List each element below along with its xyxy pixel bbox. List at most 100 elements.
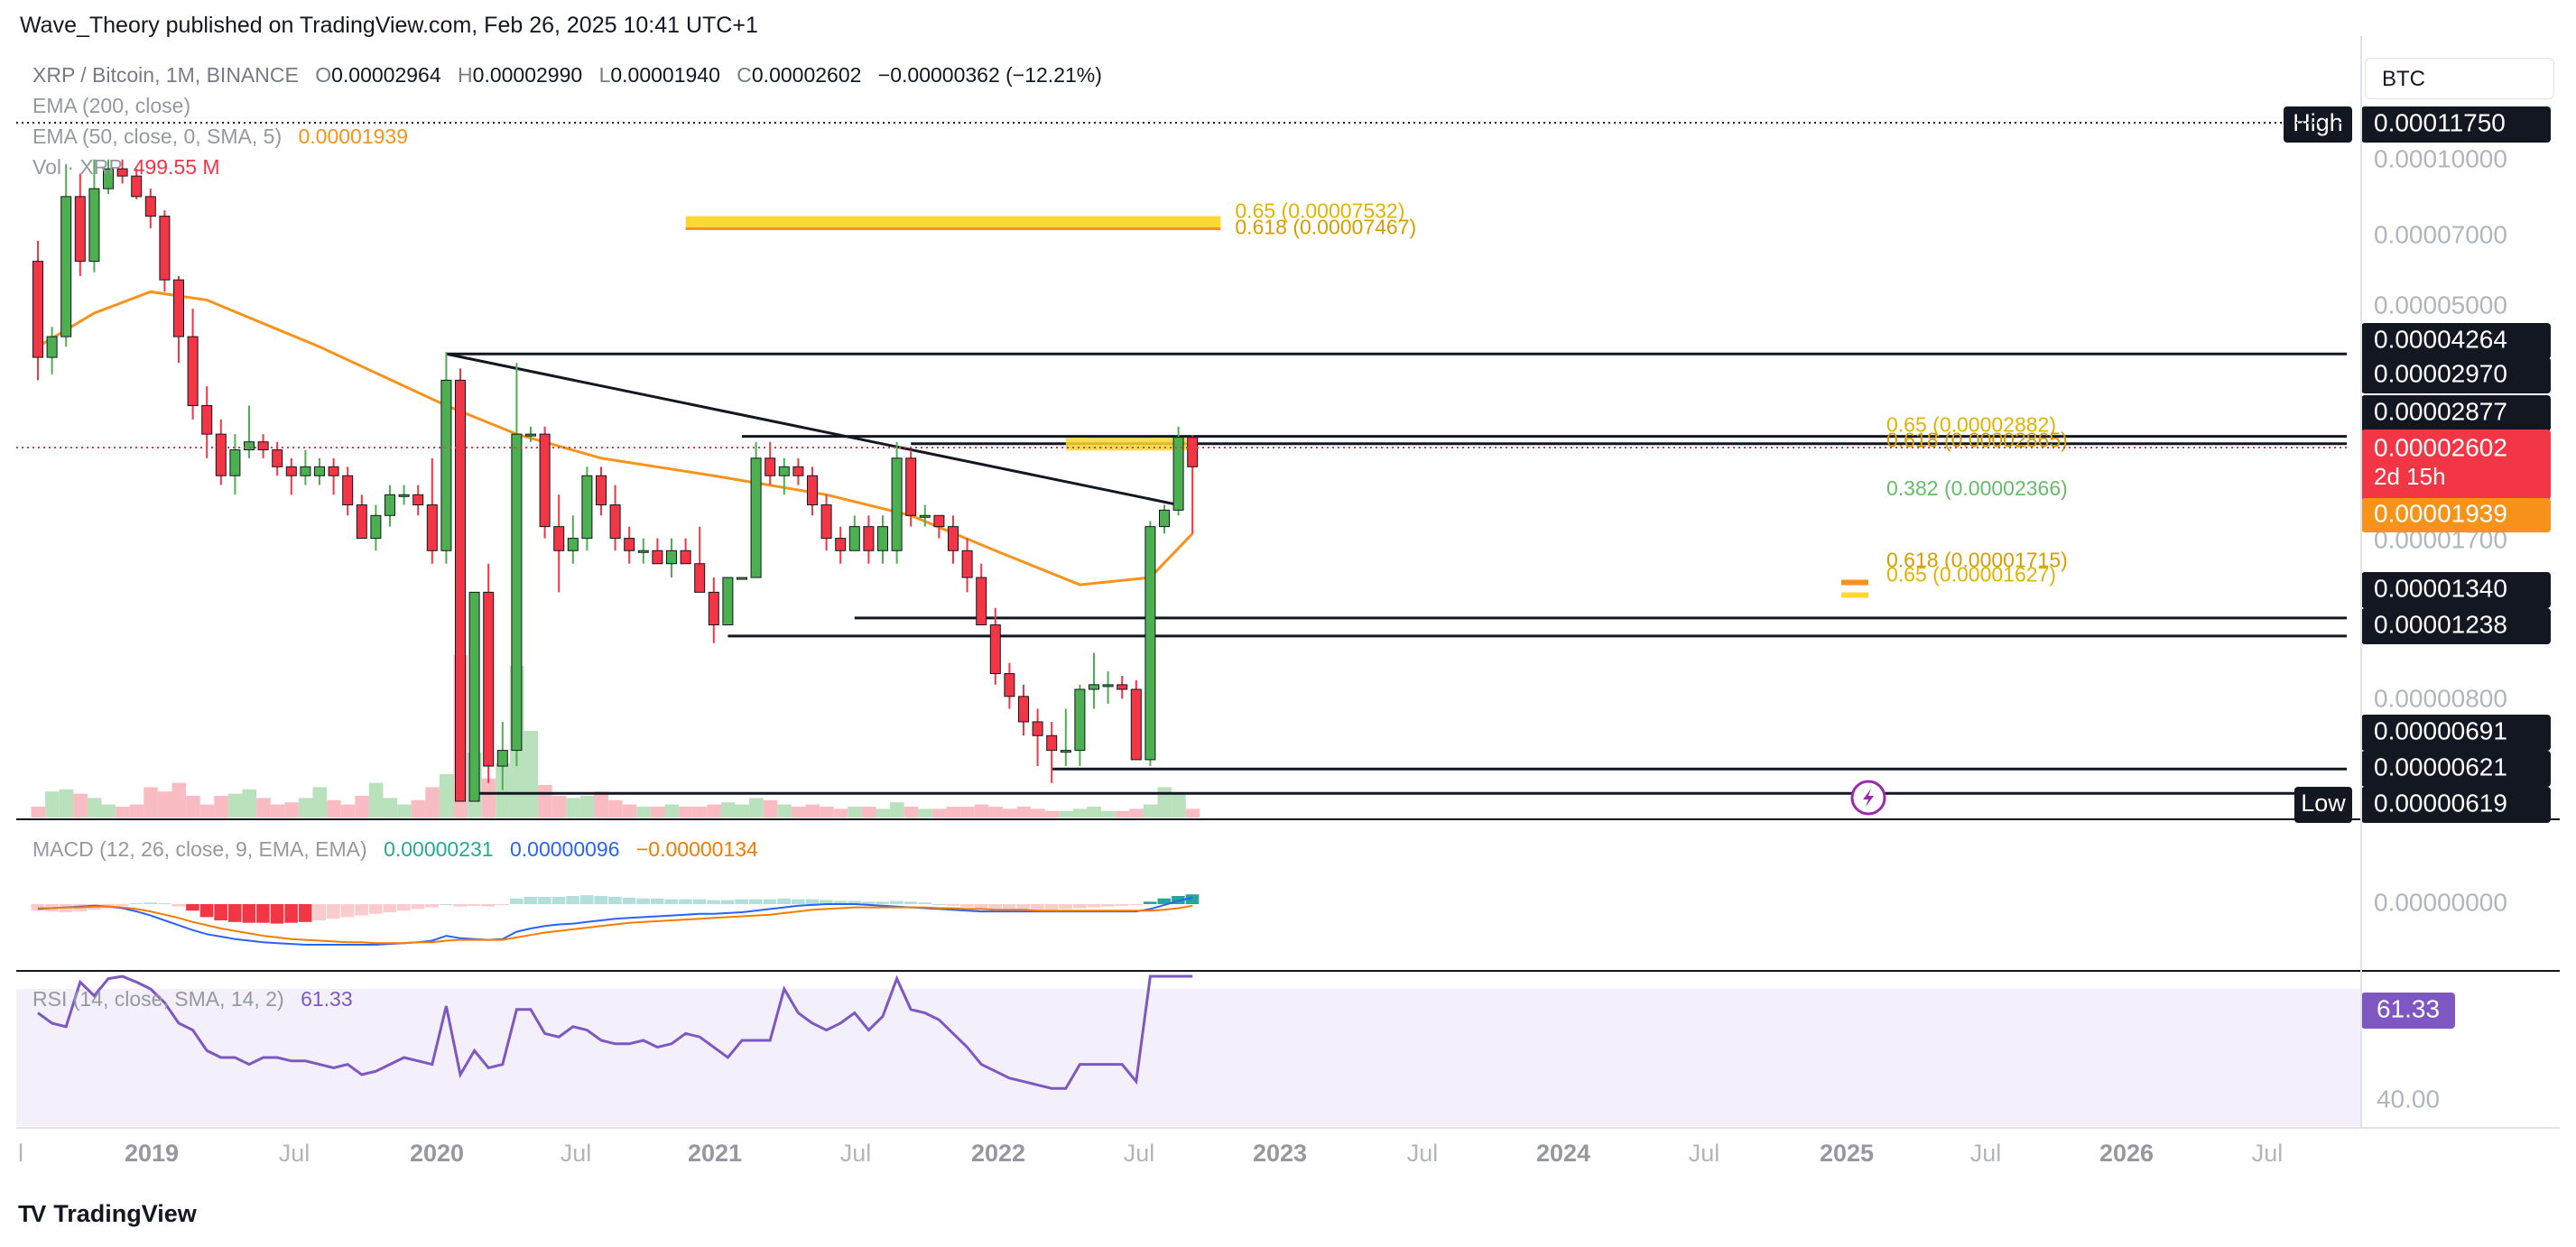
candle[interactable] [426, 504, 438, 551]
rsi-line[interactable] [37, 975, 1193, 1090]
candle[interactable] [1130, 688, 1142, 761]
candle[interactable] [1187, 437, 1199, 467]
candle[interactable] [244, 441, 255, 451]
candle[interactable] [807, 475, 818, 506]
candle[interactable] [750, 457, 762, 578]
candle[interactable] [455, 379, 466, 802]
candle[interactable] [173, 279, 184, 337]
candle[interactable] [385, 494, 395, 516]
candle[interactable] [116, 168, 128, 177]
candle[interactable] [989, 624, 1001, 675]
candle[interactable] [1074, 688, 1086, 752]
candle[interactable] [32, 261, 43, 358]
candle[interactable] [412, 494, 424, 506]
candle[interactable] [609, 504, 621, 540]
candle[interactable] [905, 457, 917, 516]
candle[interactable] [46, 336, 58, 358]
candle[interactable] [1144, 526, 1156, 761]
candle[interactable] [201, 404, 213, 435]
candle[interactable] [737, 577, 747, 580]
currency-selector[interactable]: BTC [2365, 58, 2554, 99]
ema50-line[interactable] [37, 290, 1194, 587]
candle[interactable] [88, 188, 100, 263]
candle[interactable] [103, 168, 114, 189]
candle[interactable] [468, 591, 480, 802]
candle[interactable] [652, 550, 663, 565]
candle[interactable] [1046, 734, 1058, 752]
candle[interactable] [1117, 684, 1128, 690]
candle[interactable] [1089, 684, 1099, 690]
candle[interactable] [891, 457, 903, 551]
candle[interactable] [722, 577, 734, 626]
candle[interactable] [553, 526, 565, 551]
candle[interactable] [778, 466, 790, 476]
candle[interactable] [820, 504, 832, 540]
candle[interactable] [398, 494, 410, 497]
candle[interactable] [567, 538, 579, 551]
fib-zone-middle[interactable] [1065, 438, 1193, 451]
candle[interactable] [300, 466, 311, 476]
candle[interactable] [637, 550, 649, 553]
candle[interactable] [496, 750, 508, 767]
candle[interactable] [1172, 437, 1184, 511]
candle[interactable] [342, 475, 354, 506]
rsi-legend[interactable]: RSI (14, close, SMA, 14, 2) 61.33 [32, 987, 353, 1011]
fib-zone-upper[interactable] [685, 216, 1221, 229]
candle[interactable] [1032, 721, 1043, 736]
ema200-legend[interactable]: EMA (200, close) [32, 94, 191, 117]
candle[interactable] [877, 526, 888, 551]
candle[interactable] [285, 466, 297, 476]
candle[interactable] [764, 457, 776, 476]
candle[interactable] [1102, 684, 1114, 688]
candle[interactable] [74, 196, 86, 263]
lightning-icon[interactable] [1850, 780, 1886, 816]
candle[interactable] [539, 433, 551, 528]
candle[interactable] [187, 336, 199, 406]
candle[interactable] [694, 563, 706, 593]
candle[interactable] [511, 433, 523, 752]
candle[interactable] [1018, 696, 1029, 723]
candle[interactable] [370, 514, 382, 540]
candle[interactable] [863, 526, 875, 551]
candle[interactable] [1004, 673, 1015, 697]
candle[interactable] [708, 591, 719, 626]
candle[interactable] [835, 538, 847, 551]
ema50-legend[interactable]: EMA (50, close, 0, SMA, 5) 0.00001939 [32, 125, 408, 149]
candle[interactable] [272, 449, 283, 467]
symbol-label[interactable]: XRP / Bitcoin, 1M, BINANCE [32, 63, 299, 87]
candle[interactable] [525, 433, 536, 437]
candle[interactable] [144, 196, 156, 217]
candle[interactable] [356, 504, 367, 540]
trendline[interactable] [446, 352, 1179, 507]
candle[interactable] [961, 550, 973, 578]
candle[interactable] [666, 550, 677, 565]
candle[interactable] [483, 591, 495, 767]
candle[interactable] [792, 466, 804, 476]
candle[interactable] [581, 475, 593, 540]
macd-signal-line[interactable] [38, 904, 1193, 945]
candle[interactable] [440, 379, 452, 551]
candle[interactable] [624, 538, 635, 551]
candle[interactable] [680, 550, 691, 565]
macd-legend[interactable]: MACD (12, 26, close, 9, EMA, EMA) 0.0000… [32, 837, 758, 862]
candle[interactable] [131, 175, 143, 198]
candle[interactable] [60, 196, 72, 337]
candle[interactable] [848, 526, 860, 551]
candle[interactable] [976, 577, 987, 626]
candle[interactable] [229, 449, 241, 476]
candle[interactable] [933, 514, 945, 528]
candle[interactable] [1159, 509, 1170, 528]
candle[interactable] [328, 466, 339, 476]
macd-line[interactable] [37, 896, 1193, 946]
candle[interactable] [919, 514, 931, 518]
candle[interactable] [159, 216, 171, 281]
candle[interactable] [257, 441, 269, 451]
candle[interactable] [314, 466, 325, 476]
macd-histogram-bar [468, 904, 481, 906]
candle[interactable] [596, 475, 607, 506]
volume-legend[interactable]: Vol · XRP 499.55 M [32, 155, 220, 180]
candle[interactable] [215, 433, 227, 476]
candle[interactable] [1060, 750, 1071, 753]
candle[interactable] [948, 526, 959, 551]
